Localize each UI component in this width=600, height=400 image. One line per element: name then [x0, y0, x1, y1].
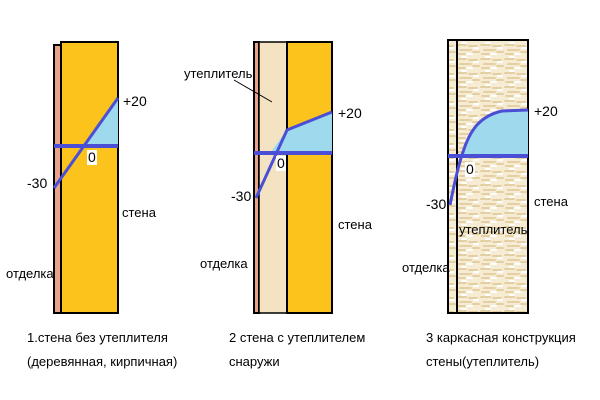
panel-2-temperature-line [254, 110, 333, 199]
panel-1-minus-label: -30 [27, 175, 48, 191]
panel-2-insulation-layer [258, 41, 288, 314]
panel-3-temperature-line [448, 108, 529, 206]
panel-3-wall-label: стена [534, 194, 568, 209]
panel-2-cold-zone [270, 112, 332, 153]
panel-2-insulation-pointer [233, 79, 273, 103]
panel-1-wall-without-insulation [52, 41, 120, 314]
panel-3-frame-body [447, 39, 529, 314]
panel-3-finish-label: отделка [402, 260, 450, 275]
panel-1-wall-label: стена [122, 205, 156, 220]
panel-3-caption-line-2: стены(утеплитель) [426, 354, 540, 369]
panel-2-wall-body [286, 41, 333, 314]
panel-1-caption: 1.стена без утеплителя (деревянная, кирп… [27, 326, 177, 374]
panel-1-zero-label: 0 [87, 149, 97, 165]
panel-3-cold-zone [462, 110, 528, 156]
panel-2-caption-line-1: 2 стена с утеплителем [229, 330, 366, 345]
panel-2-plus-label: +20 [338, 105, 362, 121]
panel-1-finish-label: отделка [6, 266, 54, 281]
panel-1-plus-label: +20 [123, 93, 147, 109]
panel-3-caption-line-1: 3 каркасная конструкция [426, 330, 576, 345]
panel-1-caption-line-2: (деревянная, кирпичная) [27, 354, 178, 369]
panel-3-zero-label: 0 [465, 161, 475, 177]
panel-3-minus-label: -30 [426, 196, 447, 212]
panel-2-minus-label: -30 [231, 188, 252, 204]
panel-3-caption: 3 каркасная конструкция стены(утеплитель… [426, 326, 576, 374]
panel-2-wall-label: стена [338, 217, 372, 232]
panel-3-frame-wall [447, 39, 529, 314]
panel-3-plus-label: +20 [534, 103, 558, 119]
panel-1-caption-line-1: 1.стена без утеплителя [27, 330, 168, 345]
panel-3-insulation-label: утеплитель [459, 222, 528, 237]
panel-2-caption: 2 стена с утеплителем снаружи [229, 326, 365, 374]
panel-2-wall-with-external-insulation [233, 41, 333, 314]
panel-1-temperature-line [52, 97, 120, 189]
panel-1-wall-body [60, 41, 119, 314]
panel-2-finish-label: отделка [200, 256, 248, 271]
panel-2-insulation-label: утеплитель [184, 66, 253, 81]
panel-2-caption-line-2: снаружи [229, 354, 280, 369]
panel-2-zero-label: 0 [276, 155, 286, 171]
